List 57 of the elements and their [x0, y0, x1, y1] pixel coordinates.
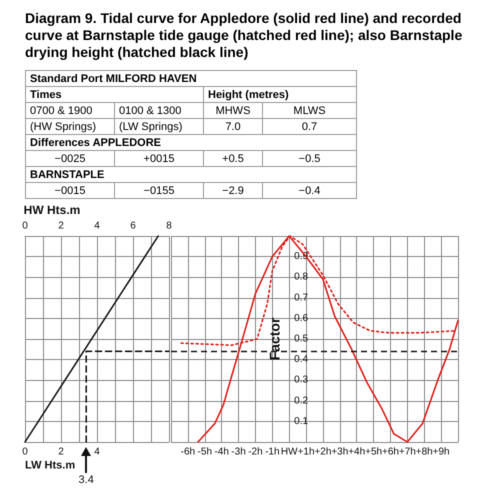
- x-tick-label: +3h: [331, 446, 348, 458]
- text: −2.9: [204, 182, 262, 198]
- text: +0015: [114, 150, 204, 166]
- text: MHWS: [204, 102, 262, 118]
- y-tick-label: 0.3: [294, 374, 309, 386]
- text: Times: [26, 86, 204, 102]
- x-tick-label: -1h: [265, 446, 280, 458]
- x-tick-label: +2h: [314, 446, 332, 458]
- x2-tick-label: 8: [166, 220, 172, 232]
- x-tick-label: HW: [280, 446, 298, 458]
- text: 7.0: [204, 118, 262, 134]
- y-tick-label: 0.2: [294, 395, 309, 406]
- text: −0025: [26, 150, 114, 166]
- text: Height (metres): [204, 86, 356, 102]
- y-axis-title: Factor: [266, 317, 282, 360]
- text: BARNSTAPLE: [26, 166, 356, 182]
- x-tick-label: -6h: [180, 446, 196, 458]
- x-tick-label: +7h: [398, 446, 416, 458]
- text: Standard Port MILFORD HAVEN: [26, 70, 356, 86]
- x-tick-label: 2: [58, 446, 64, 458]
- x2-tick-label: 4: [94, 220, 100, 232]
- annotation: 3.4: [78, 474, 95, 486]
- y-tick-label: 0.1: [294, 416, 309, 427]
- y-tick-label: 0.7: [294, 292, 309, 304]
- x2-axis-title: HW Hts.m: [24, 203, 80, 217]
- x-tick-label: +1h: [298, 446, 315, 458]
- text: 0100 & 1300: [114, 102, 204, 118]
- text: Differences APPLEDORE: [26, 134, 356, 150]
- text: −0015: [26, 182, 114, 198]
- y-tick-label: 0.8: [294, 272, 309, 283]
- text: MLWS: [262, 102, 356, 118]
- text: 0700 & 1900: [26, 102, 114, 118]
- x2-tick-label: 0: [22, 220, 28, 232]
- y-tick-label: 0.4: [294, 354, 309, 366]
- x-tick-label: +5h: [365, 446, 382, 458]
- text: (HW Springs): [26, 118, 114, 134]
- x-tick-label: -2h: [248, 446, 263, 458]
- x-tick-label: +8h: [416, 446, 433, 458]
- y-tick-label: 0.6: [294, 312, 309, 324]
- text: −0.5: [262, 150, 356, 166]
- x-tick-label: +4h: [348, 446, 366, 458]
- x2-tick-label: 2: [58, 220, 64, 232]
- text: (LW Springs): [114, 118, 204, 134]
- x2-tick-label: 6: [130, 220, 136, 232]
- x-tick-label: -3h: [231, 446, 246, 458]
- x-tick-label: 0: [22, 446, 28, 458]
- text: Diagram 9. Tidal curve for Appledore (solid red line) and recorded curve at Barnstaple tide gauge (hatched red line); also Barnstaple drying height (hatched black line): [25, 10, 464, 61]
- x-tick-label: 4: [94, 446, 100, 458]
- y-tick-label: 0.5: [294, 334, 309, 344]
- text: −0155: [114, 182, 204, 198]
- x-tick-label: -5h: [198, 446, 212, 458]
- x-axis-title: LW Hts.m: [25, 460, 76, 472]
- text: +0.5: [204, 150, 262, 166]
- x-tick-label: +6h: [382, 446, 399, 458]
- x-tick-label: +9h: [432, 446, 450, 458]
- text: −0.4: [262, 182, 356, 198]
- x-tick-label: -4h: [214, 446, 229, 458]
